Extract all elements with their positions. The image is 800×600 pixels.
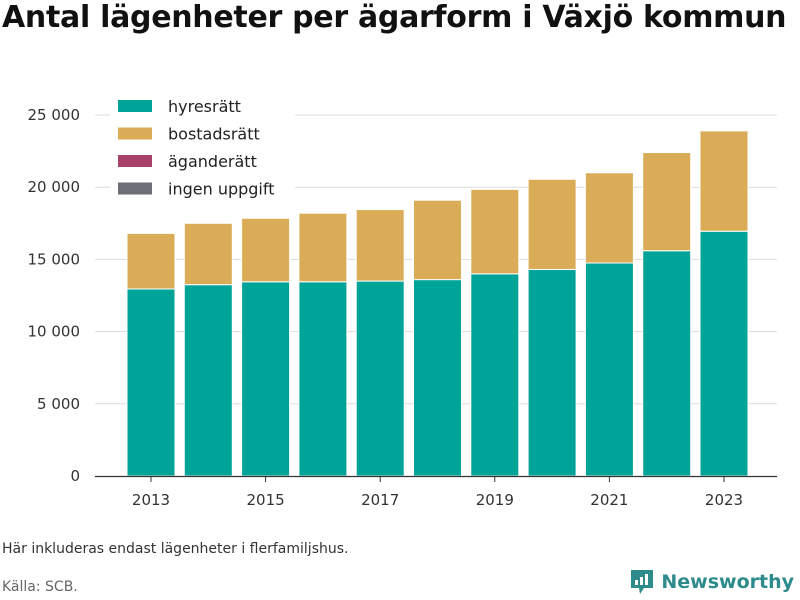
bar-segment-hyresrätt[interactable] xyxy=(355,280,405,477)
y-tick-label: 10 000 xyxy=(28,323,81,341)
legend-swatch xyxy=(118,127,152,140)
x-tick-label: 2015 xyxy=(247,491,285,509)
legend-swatch xyxy=(118,182,152,195)
x-tick-label: 2023 xyxy=(705,491,743,509)
brand-name: Newsworthy xyxy=(661,571,794,593)
bar-segment-bostadsrätt[interactable] xyxy=(584,172,634,264)
bar-segment-hyresrätt[interactable] xyxy=(699,230,749,477)
bar-segment-hyresrätt[interactable] xyxy=(527,269,577,477)
bars xyxy=(126,130,749,477)
bar-segment-bostadsrätt[interactable] xyxy=(241,217,291,283)
brand-logo[interactable]: Newsworthy xyxy=(629,568,794,596)
bar-segment-hyresrätt[interactable] xyxy=(298,281,348,477)
bar-segment-bostadsrätt[interactable] xyxy=(470,188,520,275)
y-tick-label: 25 000 xyxy=(28,106,81,124)
bar-segment-hyresrätt[interactable] xyxy=(126,288,176,477)
bar-segment-hyresrätt[interactable] xyxy=(413,279,462,477)
y-tick-label: 15 000 xyxy=(28,250,81,268)
bar-segment-hyresrätt[interactable] xyxy=(470,273,520,477)
bar-segment-bostadsrätt[interactable] xyxy=(126,232,176,290)
y-tick-label: 5 000 xyxy=(37,395,80,413)
chart-title: Antal lägenheter per ägarform i Växjö ko… xyxy=(2,0,787,35)
bar-segment-bostadsrätt[interactable] xyxy=(355,209,405,282)
bar-segment-bostadsrätt[interactable] xyxy=(183,222,233,286)
legend: hyresrätt bostadsrätt äganderätt ingen uppg… xyxy=(110,93,295,201)
legend-swatch xyxy=(118,100,152,112)
x-tick-label: 2017 xyxy=(361,491,399,509)
y-tick-label: 0 xyxy=(70,467,80,485)
bar-segment-bostadsrätt[interactable] xyxy=(527,178,577,271)
y-axis-ticks: 0 5 000 10 000 15 000 20 000 25 000 xyxy=(28,106,81,485)
source-text: Källa: SCB. xyxy=(2,579,78,595)
y-tick-label: 20 000 xyxy=(28,178,81,196)
bar-segment-bostadsrätt[interactable] xyxy=(699,130,749,232)
legend-label: ingen uppgift xyxy=(168,180,275,199)
bar-segment-bostadsrätt[interactable] xyxy=(413,199,462,281)
x-tick-label: 2019 xyxy=(476,491,514,509)
legend-label: hyresrätt xyxy=(168,97,241,116)
bar-segment-hyresrätt[interactable] xyxy=(183,284,233,477)
bar-segment-bostadsrätt[interactable] xyxy=(642,152,692,252)
x-tick-label: 2013 xyxy=(132,491,170,509)
bar-segment-hyresrätt[interactable] xyxy=(642,250,692,477)
chart-note: Här inkluderas endast lägenheter i flerf… xyxy=(2,541,349,557)
legend-label: äganderätt xyxy=(168,152,257,171)
bar-segment-hyresrätt[interactable] xyxy=(241,281,291,477)
x-tick-label: 2021 xyxy=(590,491,628,509)
bar-segment-bostadsrätt[interactable] xyxy=(298,212,348,283)
newsworthy-logo-icon xyxy=(631,570,654,594)
legend-swatch xyxy=(118,155,152,167)
legend-label: bostadsrätt xyxy=(168,125,260,144)
x-axis: 2013 2015 2017 2019 2021 2023 xyxy=(95,475,777,509)
bar-segment-hyresrätt[interactable] xyxy=(584,262,634,477)
